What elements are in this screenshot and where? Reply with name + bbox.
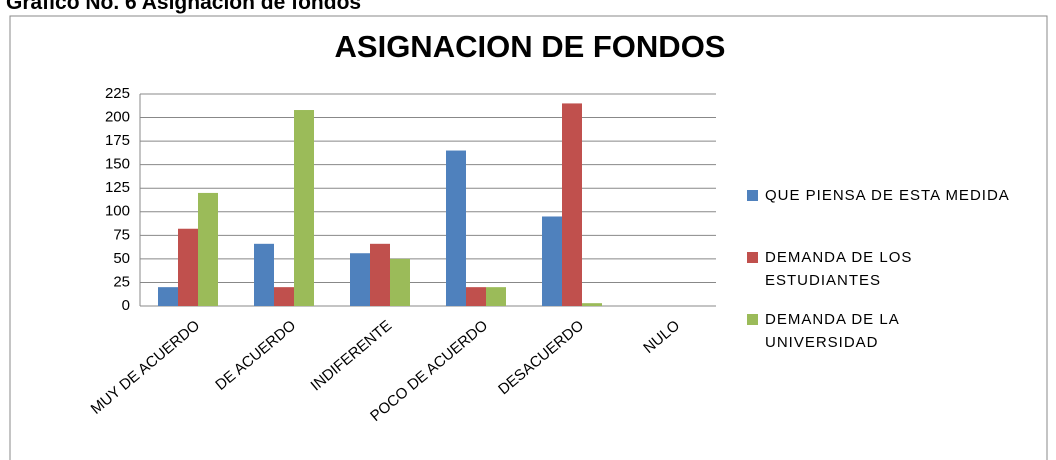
y-tick-label: 175 xyxy=(105,132,130,149)
bar xyxy=(274,287,294,306)
legend-label: DEMANDA DE LOS ESTUDIANTES xyxy=(765,249,913,289)
bar xyxy=(158,287,178,306)
y-tick-label: 150 xyxy=(105,156,130,173)
y-tick-label: 100 xyxy=(105,203,130,220)
bar xyxy=(254,243,274,306)
bar xyxy=(466,287,486,306)
bar xyxy=(486,287,506,306)
legend-label: QUE PIENSA DE ESTA MEDIDA xyxy=(765,187,1010,204)
legend-swatch xyxy=(747,190,758,201)
legend-item: DEMANDA DE LA UNIVERSIDAD xyxy=(747,308,1035,354)
y-tick-label: 25 xyxy=(113,273,130,290)
y-tick-label: 50 xyxy=(113,250,130,267)
bar xyxy=(350,253,370,306)
bar xyxy=(562,103,582,306)
legend-swatch xyxy=(747,252,758,263)
bar xyxy=(582,303,602,306)
bar xyxy=(370,243,390,306)
legend-label: DEMANDA DE LA UNIVERSIDAD xyxy=(765,311,899,351)
legend-item: QUE PIENSA DE ESTA MEDIDA xyxy=(747,184,1035,207)
y-tick-label: 200 xyxy=(105,109,130,126)
bar xyxy=(198,192,218,306)
y-tick-label: 0 xyxy=(122,297,130,314)
y-tick-label: 225 xyxy=(105,85,130,102)
y-tick-label: 125 xyxy=(105,179,130,196)
chart-frame xyxy=(9,15,1048,460)
heading: Gráfico No. 6 Asignación de fondos xyxy=(6,0,362,14)
bar xyxy=(446,150,466,306)
legend-item: DEMANDA DE LOS ESTUDIANTES xyxy=(747,246,1035,292)
bar xyxy=(294,110,314,306)
bar xyxy=(178,228,198,306)
y-tick-label: 75 xyxy=(113,226,130,243)
chart-title: ASIGNACION DE FONDOS xyxy=(335,29,726,64)
bar xyxy=(542,216,562,306)
legend-swatch xyxy=(747,314,758,325)
bar xyxy=(390,258,410,306)
